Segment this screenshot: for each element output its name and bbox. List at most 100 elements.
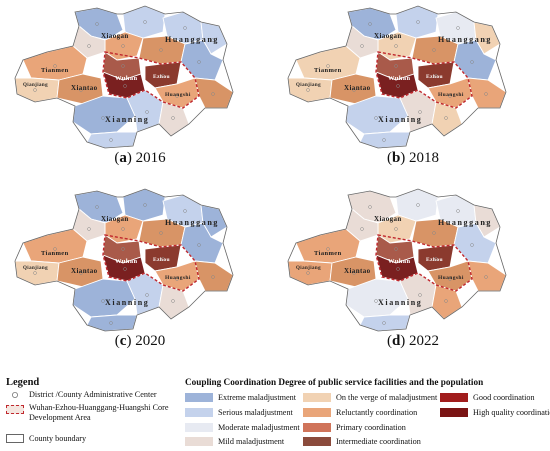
map-label-xianning: Xianning [105, 298, 149, 307]
admin-center-marker [374, 116, 378, 120]
county-region [72, 95, 136, 135]
legend-core-area-label: Wuhan-Ezhou-Huanggang-Huangshi Core Deve… [29, 403, 169, 422]
admin-center-marker [444, 299, 448, 303]
core-area-boundary [102, 51, 200, 109]
map-outline [14, 188, 234, 332]
admin-center-marker [161, 74, 165, 78]
admin-center-marker [159, 48, 163, 52]
admin-center-marker [171, 116, 175, 120]
admin-center-marker [211, 92, 215, 96]
coupling-label: Intermediate coordination [336, 437, 421, 446]
admin-center-marker [79, 88, 83, 92]
admin-center-marker [484, 92, 488, 96]
admin-center-marker [143, 203, 147, 207]
admin-center-marker [326, 64, 330, 68]
admin-center-marker [109, 138, 113, 142]
admin-center-marker [382, 321, 386, 325]
admin-center-marker [197, 60, 201, 64]
map-label-ezhou: Ezhou [426, 74, 443, 80]
admin-center-icon [6, 390, 24, 399]
county-region [287, 77, 333, 103]
map-label-wuhan: Wuhan [388, 258, 410, 265]
admin-center-marker [183, 26, 187, 30]
coupling-swatch [440, 408, 468, 417]
admin-center-marker [87, 44, 91, 48]
map-label-tianmen: Tianmen [41, 250, 69, 257]
map-label-xiantao: Xiantao [71, 267, 98, 275]
admin-center-marker [161, 257, 165, 261]
county-region [126, 272, 164, 316]
coupling-swatch [185, 393, 213, 402]
admin-center-marker [432, 231, 436, 235]
admin-center-marker [183, 209, 187, 213]
admin-center-marker [432, 48, 436, 52]
map-d: Xiaogan Huanggang Tianmen Qianjiang Xiantao W… [287, 188, 507, 332]
admin-center-marker [33, 271, 37, 275]
coupling-label: Moderate maladjustment [218, 423, 300, 432]
map-outline [14, 5, 234, 149]
county-region [287, 260, 333, 286]
county-region [295, 228, 361, 264]
admin-center-marker [434, 74, 438, 78]
admin-center-marker [121, 64, 125, 68]
legend-county-boundary: County boundary [6, 434, 86, 443]
admin-center-marker [470, 243, 474, 247]
map-label-xiaogan: Xiaogan [374, 32, 402, 40]
admin-center-marker [79, 271, 83, 275]
admin-center-marker [352, 88, 356, 92]
coupling-class-7: Intermediate coordination [303, 437, 421, 446]
admin-center-marker [95, 22, 99, 26]
county-region [359, 131, 411, 149]
coupling-class-5: Reluctantly coordination [303, 408, 417, 417]
county-region [345, 95, 409, 135]
legend-title: Legend [6, 377, 40, 388]
admin-center-marker [418, 110, 422, 114]
map-label-qianjiang: Qianjiang [296, 83, 321, 88]
county-region [86, 131, 138, 149]
map-label-wuhan: Wuhan [115, 258, 137, 265]
admin-center-marker [95, 205, 99, 209]
caption-b: (b) 2018 [386, 150, 440, 166]
county-region [126, 89, 164, 133]
admin-center-marker [175, 277, 179, 281]
core-area-icon [6, 405, 24, 414]
map-label-huangshi: Huangshi [165, 275, 191, 281]
coupling-label: Good coordination [473, 393, 535, 402]
county-region [399, 272, 437, 316]
map-label-wuhan: Wuhan [388, 75, 410, 82]
admin-center-marker [87, 227, 91, 231]
coupling-swatch [440, 393, 468, 402]
admin-center-marker [121, 247, 125, 251]
map-outline [287, 5, 507, 149]
map-label-tianmen: Tianmen [314, 250, 342, 257]
county-region [295, 45, 361, 81]
caption-a: (a) 2016 [114, 150, 166, 166]
coupling-class-9: High quality coordination [440, 408, 550, 417]
coupling-label: Extreme maladjustment [218, 393, 296, 402]
county-region [359, 314, 411, 332]
admin-center-marker [123, 267, 127, 271]
map-label-tianmen: Tianmen [41, 67, 69, 74]
map-label-xianning: Xianning [378, 115, 422, 124]
map-label-qianjiang: Qianjiang [296, 266, 321, 271]
map-label-xiantao: Xiantao [344, 84, 371, 92]
coupling-class-1: Serious maladjustment [185, 408, 293, 417]
admin-center-marker [456, 26, 460, 30]
core-area-boundary [375, 51, 473, 109]
coupling-class-4: On the verge of maladjustment [303, 393, 437, 402]
admin-center-marker [109, 321, 113, 325]
map-label-xiantao: Xiantao [71, 84, 98, 92]
admin-center-marker [145, 110, 149, 114]
caption-c: (c) 2020 [114, 333, 166, 349]
admin-center-marker [101, 299, 105, 303]
county-region [345, 278, 409, 318]
map-a: Xiaogan Huanggang Tianmen Qianjiang Xiantao W… [14, 5, 234, 149]
admin-center-marker [484, 275, 488, 279]
map-label-wuhan: Wuhan [115, 75, 137, 82]
map-label-xiaogan: Xiaogan [101, 32, 129, 40]
admin-center-marker [211, 38, 215, 42]
county-region [14, 260, 60, 286]
caption-d: (d) 2022 [386, 333, 440, 349]
admin-center-marker [448, 94, 452, 98]
admin-center-marker [374, 299, 378, 303]
